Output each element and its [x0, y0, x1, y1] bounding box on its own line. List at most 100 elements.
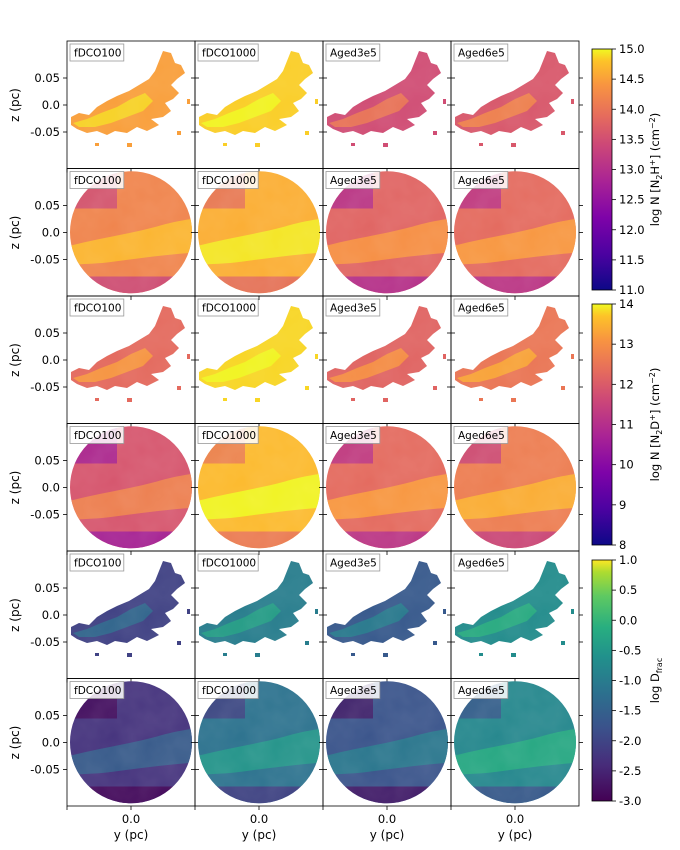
cloud-fragment [479, 398, 483, 401]
y-tick-label: -0.05 [30, 508, 60, 522]
colorbar-label: log N [N2H+] (cm−2) [648, 113, 664, 226]
column-density-map [326, 171, 448, 294]
cloud-fragment [305, 131, 309, 135]
panel-label-box [197, 298, 259, 317]
cloud-fragment [223, 398, 227, 401]
cloud-fragment [511, 143, 516, 147]
y-tick-label: 0.0 [42, 736, 60, 750]
column-density-map [326, 681, 448, 804]
cloud-fragment [383, 653, 388, 657]
panel-r4-c1: fDCO100 0.05 0.0 -0.05 z (pc) [8, 423, 199, 555]
panel-label: fDCO1000 [202, 558, 256, 570]
colorbar-tick-label: 1.0 [619, 553, 637, 567]
colorbar-tick-label: -0.5 [619, 643, 641, 657]
y-tick-label: -0.05 [30, 763, 60, 777]
x-tick-label: 0.0 [378, 812, 396, 826]
panel-label-box [453, 171, 509, 189]
colorbar-tick-label: 0.5 [619, 583, 637, 597]
column-density-map [198, 681, 320, 804]
column-density-map [454, 681, 576, 804]
cloud-fragment [177, 386, 181, 390]
panel-r1-c1: fDCO100 0.05 0.0 -0.05 z (pc) [8, 40, 199, 173]
panel-r5-c3: Aged3e5 [319, 550, 455, 683]
panel-label: fDCO100 [74, 48, 121, 60]
panel-label-box [325, 426, 381, 444]
colorbar-tick-label: 12.0 [619, 223, 645, 237]
panel-r4-c4: Aged6e5 [447, 423, 583, 555]
panel-label-box [325, 298, 381, 317]
panel-label: Aged3e5 [330, 175, 377, 187]
cloud-fragment [223, 143, 227, 146]
x-tick-label: 0.0 [122, 812, 140, 826]
colorbar-tick-label: 11.5 [619, 253, 645, 267]
y-axis-label: z (pc) [8, 598, 22, 632]
cloud-fragment [305, 386, 309, 390]
y-axis-label: z (pc) [8, 726, 22, 760]
cloud-fragment [511, 653, 516, 657]
cloud-fragment [443, 609, 446, 614]
colorbar-tick-label: -3.0 [619, 794, 641, 808]
panel-r1-c2: fDCO1000 [191, 40, 327, 173]
x-tick-label: 0.0 [250, 812, 268, 826]
colorbar-tick-label: 8 [619, 538, 626, 552]
cloud-fragment [351, 653, 355, 656]
colorbar-tick-label: 13.5 [619, 132, 645, 146]
y-tick-label: 0.05 [34, 454, 60, 468]
y-axis-label: z (pc) [8, 216, 22, 250]
cloud-fragment [95, 653, 99, 656]
colorbar-tick-label: 13 [619, 337, 634, 351]
colorbar-tick-label: 14.5 [619, 72, 645, 86]
panel-label-box [197, 171, 259, 189]
panel-label-box [453, 553, 509, 572]
y-tick-label: 0.0 [42, 481, 60, 495]
colorbar-tick-label: 13.0 [619, 163, 645, 177]
column-density-map [70, 171, 192, 294]
panel-r3-c2: fDCO1000 [191, 295, 327, 428]
cloud-fragment [315, 99, 318, 104]
panel-label: Aged6e5 [458, 685, 505, 697]
x-axis-label: y (pc) [370, 828, 405, 842]
colorbar-tick-label: 14 [619, 297, 634, 311]
panel-label: fDCO100 [74, 175, 121, 187]
x-axis-label: y (pc) [114, 828, 149, 842]
panel-r5-c1: fDCO100 0.05 0.0 -0.05 z (pc) [8, 550, 199, 683]
panel-r4-c3: Aged3e5 [319, 423, 455, 555]
panel-label-box [453, 426, 509, 444]
cloud-fragment [255, 143, 260, 147]
panel-label: Aged6e5 [458, 430, 505, 442]
colorbar-gradient [591, 48, 613, 291]
cloud-fragment [127, 653, 132, 657]
panel-label: fDCO100 [74, 558, 121, 570]
cloud-fragment [255, 398, 260, 402]
cloud-fragment [305, 641, 309, 645]
y-tick-label: 0.0 [42, 98, 60, 112]
panel-r2-c1: fDCO100 0.05 0.0 -0.05 z (pc) [8, 168, 199, 300]
column-density-map [454, 171, 576, 294]
panel-label-box [197, 43, 259, 62]
panel-label: Aged6e5 [458, 48, 505, 60]
panel-r1-c4: Aged6e5 [447, 40, 583, 173]
cloud-fragment [571, 354, 574, 359]
cloud-fragment [187, 99, 190, 104]
panel-label: Aged3e5 [330, 303, 377, 315]
panel-r3-c4: Aged6e5 [447, 295, 583, 428]
panel-r6-c4: Aged6e5 0.0 y (pc) [447, 678, 583, 842]
y-tick-label: 0.05 [34, 581, 60, 595]
x-tick-label: 0.0 [506, 812, 524, 826]
panel-label: Aged6e5 [458, 558, 505, 570]
cloud-fragment [127, 398, 132, 402]
cloud-fragment [383, 398, 388, 402]
colorbar-label: log Dfrac [648, 658, 664, 703]
y-tick-label: 0.05 [34, 326, 60, 340]
panel-label-box [69, 681, 125, 699]
cloud-fragment [561, 386, 565, 390]
cloud-fragment [433, 386, 437, 390]
panel-label: fDCO1000 [202, 430, 256, 442]
panel-label-box [453, 681, 509, 699]
panel-r2-c2: fDCO1000 [191, 168, 327, 300]
cloud-fragment [479, 653, 483, 656]
colorbar-3: 1.0 0.5 0.0 -0.5 -1.0 -1.5 -2.0 -2.5 -3.0 log Dfr… [591, 553, 664, 808]
cloud-fragment [95, 143, 99, 146]
panel-label: fDCO1000 [202, 175, 256, 187]
column-density-map [198, 171, 320, 294]
